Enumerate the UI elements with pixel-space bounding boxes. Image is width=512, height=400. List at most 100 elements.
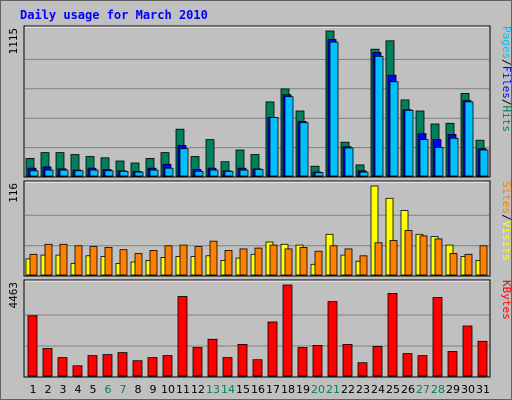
x-tick-day-25: 25 bbox=[386, 383, 400, 396]
bar-pages-day-31 bbox=[479, 149, 489, 177]
bar-kbytes-day-5 bbox=[87, 355, 98, 377]
x-tick-day-21: 21 bbox=[326, 383, 340, 396]
bar-sites-day-6 bbox=[104, 246, 113, 276]
bar-sites-day-14 bbox=[224, 249, 233, 276]
bar-pages-day-24 bbox=[374, 56, 384, 177]
bar-kbytes-day-30 bbox=[462, 325, 473, 377]
bar-pages-day-6 bbox=[104, 170, 114, 177]
x-tick-day-12: 12 bbox=[191, 383, 205, 396]
bar-kbytes-day-12 bbox=[192, 347, 203, 377]
legend-item-pages: Pages bbox=[500, 26, 512, 59]
bar-pages-day-30 bbox=[464, 101, 474, 177]
bar-pages-day-12 bbox=[194, 170, 204, 177]
bar-kbytes-day-23 bbox=[357, 362, 368, 377]
x-tick-day-22: 22 bbox=[341, 383, 355, 396]
x-axis-ticks: 1 2 3 4 5 6 7 8 9 10 11 12 13 14 15 16 17 18 19 20 21 22 23 24 2… bbox=[30, 383, 491, 396]
bar-pages-day-27 bbox=[419, 139, 429, 177]
legend-separator: / bbox=[500, 59, 512, 66]
bar-pages-day-28 bbox=[434, 146, 444, 177]
bar-pages-day-23 bbox=[359, 171, 369, 177]
legend-item-kbytes: KBytes bbox=[500, 280, 512, 320]
bar-sites-day-16 bbox=[254, 247, 263, 276]
bar-kbytes-day-27 bbox=[417, 355, 428, 377]
bar-sites-day-17 bbox=[269, 244, 278, 276]
x-tick-day-1: 1 bbox=[30, 383, 37, 396]
bar-sites-day-13 bbox=[209, 240, 218, 276]
bar-sites-day-27 bbox=[419, 235, 428, 276]
bar-pages-day-25 bbox=[389, 81, 399, 177]
bar-kbytes-day-2 bbox=[42, 348, 53, 377]
bar-sites-day-19 bbox=[299, 246, 308, 276]
bar-kbytes-day-21 bbox=[327, 301, 338, 377]
bar-kbytes-day-13 bbox=[207, 338, 218, 377]
bar-sites-day-11 bbox=[179, 244, 188, 276]
x-tick-day-30: 30 bbox=[461, 383, 475, 396]
x-tick-day-27: 27 bbox=[416, 383, 430, 396]
bar-pages-day-8 bbox=[134, 171, 144, 177]
x-tick-day-28: 28 bbox=[431, 383, 445, 396]
x-tick-day-24: 24 bbox=[371, 383, 385, 396]
legend-separator: / bbox=[500, 99, 512, 106]
bar-pages-day-14 bbox=[224, 170, 234, 177]
bar-sites-day-4 bbox=[74, 245, 83, 276]
bar-kbytes-day-25 bbox=[387, 292, 398, 377]
x-tick-day-13: 13 bbox=[206, 383, 220, 396]
panel-hits-files-pages: 1115 Pages/Files/Hits bbox=[7, 25, 512, 178]
bar-kbytes-day-8 bbox=[132, 360, 143, 377]
bar-pages-day-3 bbox=[59, 169, 69, 177]
bar-kbytes-day-15 bbox=[237, 343, 248, 377]
bar-sites-day-15 bbox=[239, 248, 248, 276]
legend-kbytes: KBytes bbox=[500, 280, 512, 320]
x-tick-day-5: 5 bbox=[90, 383, 97, 396]
bar-pages-day-29 bbox=[449, 137, 459, 177]
legend-visits-sites: Sites/Visits bbox=[500, 181, 512, 261]
y-max-label: 116 bbox=[7, 183, 20, 203]
chart-title: Daily usage for March 2010 bbox=[20, 8, 208, 22]
bar-sites-day-22 bbox=[344, 248, 353, 276]
x-tick-day-29: 29 bbox=[446, 383, 460, 396]
bar-kbytes-day-1 bbox=[27, 315, 38, 377]
y-max-label: 4463 bbox=[7, 282, 20, 309]
x-tick-day-20: 20 bbox=[311, 383, 325, 396]
bar-kbytes-day-31 bbox=[477, 340, 488, 377]
bar-visits-day-24 bbox=[370, 185, 379, 276]
x-tick-day-10: 10 bbox=[161, 383, 175, 396]
bar-sites-day-30 bbox=[464, 253, 473, 276]
bar-sites-day-12 bbox=[194, 246, 203, 276]
x-tick-day-23: 23 bbox=[356, 383, 370, 396]
x-tick-day-17: 17 bbox=[266, 383, 280, 396]
x-tick-day-2: 2 bbox=[45, 383, 52, 396]
x-tick-day-11: 11 bbox=[176, 383, 190, 396]
x-tick-day-7: 7 bbox=[120, 383, 127, 396]
bar-pages-day-16 bbox=[254, 169, 264, 177]
bar-visits-day-25 bbox=[385, 197, 394, 276]
bar-pages-day-22 bbox=[344, 147, 354, 177]
bar-pages-day-15 bbox=[239, 169, 249, 177]
bar-sites-day-2 bbox=[44, 243, 53, 276]
bar-pages-day-26 bbox=[404, 109, 414, 177]
bar-pages-day-17 bbox=[269, 117, 279, 177]
legend-item-sites: Sites bbox=[500, 181, 512, 214]
x-tick-day-8: 8 bbox=[135, 383, 142, 396]
bar-sites-day-5 bbox=[89, 246, 98, 276]
bar-sites-day-18 bbox=[284, 248, 293, 276]
bar-sites-day-31 bbox=[479, 245, 488, 276]
bar-kbytes-day-7 bbox=[117, 352, 128, 377]
bar-kbytes-day-18 bbox=[282, 284, 293, 377]
legend-separator: / bbox=[500, 214, 512, 221]
bar-pages-day-5 bbox=[89, 169, 99, 177]
x-tick-day-31: 31 bbox=[476, 383, 490, 396]
bar-sites-day-25 bbox=[389, 240, 398, 276]
x-tick-day-6: 6 bbox=[105, 383, 112, 396]
bar-kbytes-day-20 bbox=[312, 344, 323, 377]
x-tick-day-14: 14 bbox=[221, 383, 235, 396]
bar-kbytes-day-3 bbox=[57, 357, 68, 377]
bar-kbytes-day-11 bbox=[177, 296, 188, 377]
bar-sites-day-3 bbox=[59, 243, 68, 276]
bar-pages-day-2 bbox=[44, 169, 54, 177]
x-tick-day-16: 16 bbox=[251, 383, 265, 396]
bar-sites-day-29 bbox=[449, 253, 458, 276]
bar-sites-day-1 bbox=[29, 253, 38, 276]
